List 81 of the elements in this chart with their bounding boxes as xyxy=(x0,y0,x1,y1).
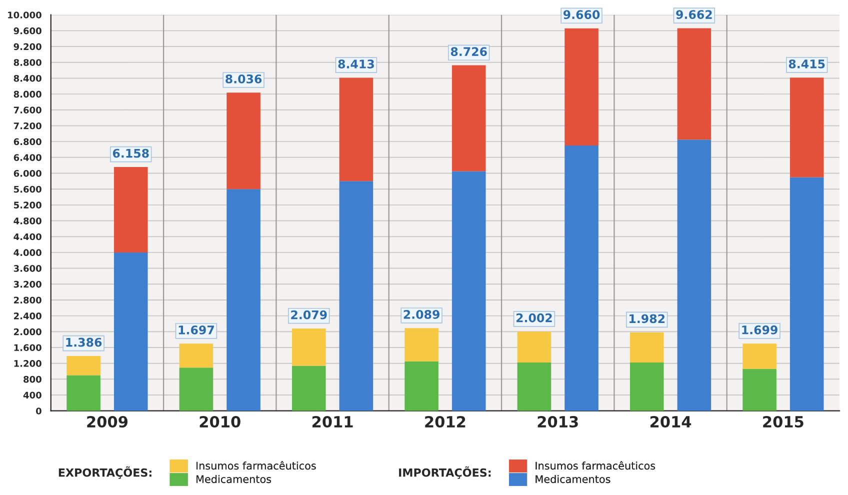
total-label: 8.036 xyxy=(226,74,262,84)
y-tick-label: 6.400 xyxy=(14,154,42,161)
bar xyxy=(742,368,776,411)
y-tick-label: 10.000 xyxy=(8,12,42,18)
y-tick-label: 7.200 xyxy=(14,122,42,130)
bar xyxy=(339,181,374,411)
legend-label: Medicamentos xyxy=(536,475,610,484)
total-label: 1.982 xyxy=(630,314,665,324)
total-label: 1.697 xyxy=(178,326,214,334)
bar xyxy=(452,65,486,172)
total-label: 9.662 xyxy=(676,10,712,20)
y-tick-label: 1.600 xyxy=(14,344,42,352)
y-tick-label: 8.800 xyxy=(14,59,42,66)
bar xyxy=(226,92,260,190)
y-tick-label: 5.200 xyxy=(14,202,42,208)
y-tick-label: 4.800 xyxy=(14,218,42,224)
bar xyxy=(404,361,438,411)
total-label: 2.079 xyxy=(291,310,327,320)
y-tick-label: 9.200 xyxy=(14,43,42,50)
y-tick-label: 400 xyxy=(23,392,42,399)
bar xyxy=(226,189,260,411)
bar xyxy=(677,28,712,140)
x-tick-label: 2015 xyxy=(763,416,804,428)
legend-title: IMPORTAÇÕES: xyxy=(399,466,491,479)
bar xyxy=(114,166,148,252)
y-tick-label: 4.000 xyxy=(14,249,42,256)
legend-label: Insumos farmacêuticos xyxy=(196,461,316,470)
y-tick-label: 2.800 xyxy=(14,296,42,304)
x-tick-label: 2010 xyxy=(200,416,240,428)
bar xyxy=(517,362,552,411)
bar xyxy=(66,356,100,376)
legend-label: Insumos farmacêuticos xyxy=(536,461,656,470)
legend-label: Medicamentos xyxy=(196,475,272,484)
y-tick-label: 9.600 xyxy=(14,27,42,34)
y-tick-label: 6.800 xyxy=(14,138,42,146)
y-tick-label: 1.200 xyxy=(14,360,42,367)
total-label: 8.415 xyxy=(788,59,825,68)
bar xyxy=(292,328,326,366)
x-tick-label: 2011 xyxy=(312,416,353,428)
bar xyxy=(179,344,214,368)
total-label: 6.158 xyxy=(112,148,149,158)
bar xyxy=(179,368,214,411)
x-tick-label: 2012 xyxy=(425,416,466,428)
bar xyxy=(790,78,824,178)
bar xyxy=(66,375,100,411)
total-label: 2.002 xyxy=(516,313,552,322)
y-tick-label: 5.600 xyxy=(14,186,42,193)
total-label: 9.660 xyxy=(563,10,600,20)
bar xyxy=(292,366,326,411)
bar xyxy=(517,332,552,363)
y-tick-label: 6.000 xyxy=(14,170,42,177)
x-tick-label: 2009 xyxy=(87,416,128,428)
total-label: 8.726 xyxy=(450,47,487,56)
total-label: 1.699 xyxy=(742,325,778,334)
y-tick-label: 800 xyxy=(24,376,42,383)
total-label: 2.089 xyxy=(404,310,440,319)
y-tick-label: 2.000 xyxy=(14,328,42,336)
total-label: 1.386 xyxy=(66,338,102,347)
bar xyxy=(677,140,712,411)
total-label: 8.413 xyxy=(338,60,374,68)
y-tick-label: 7.600 xyxy=(14,106,42,114)
y-tick-label: 8.000 xyxy=(14,90,42,98)
bar xyxy=(339,78,374,182)
y-tick-label: 4.400 xyxy=(14,233,42,240)
y-tick-label: 3.200 xyxy=(14,280,42,288)
legend-title: EXPORTAÇÕES: xyxy=(58,466,152,479)
bar xyxy=(452,171,486,411)
bar xyxy=(114,252,148,411)
bar xyxy=(404,328,438,362)
bar xyxy=(564,28,598,146)
bar xyxy=(742,344,776,369)
y-tick-label: 3.600 xyxy=(14,265,42,272)
y-tick-label: 0 xyxy=(36,408,42,414)
bar xyxy=(630,332,664,363)
bar xyxy=(630,362,664,411)
y-tick-label: 8.400 xyxy=(14,74,42,82)
bar xyxy=(564,146,598,411)
x-tick-label: 2014 xyxy=(650,416,692,428)
bar xyxy=(790,177,824,411)
y-tick-label: 2.400 xyxy=(14,312,42,320)
x-tick-label: 2013 xyxy=(538,416,578,428)
